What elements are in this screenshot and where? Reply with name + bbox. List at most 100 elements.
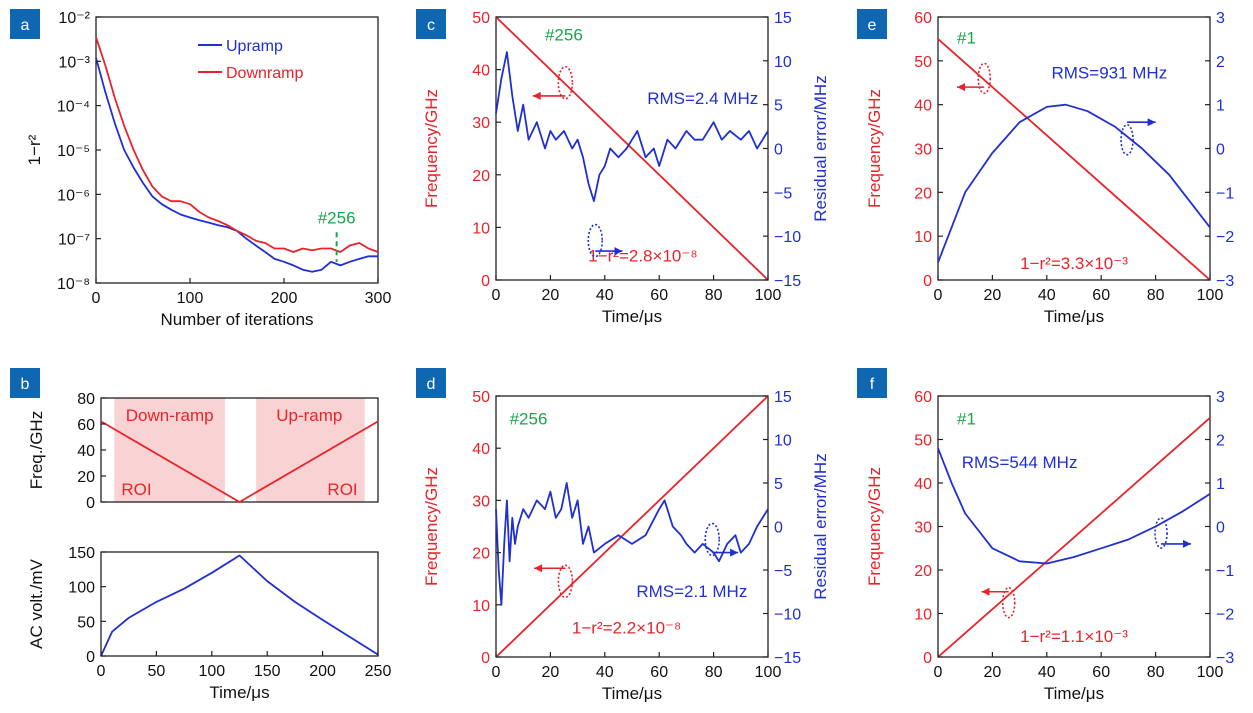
roi-label-down-ramp: Down-ramp: [126, 406, 214, 425]
x-tick-label: 60: [650, 287, 668, 304]
y-tick-label: 20: [472, 168, 490, 185]
roi-region: [256, 398, 365, 502]
rms-label: RMS=544 MHz: [962, 453, 1078, 472]
x-tick-label: 100: [1197, 287, 1224, 304]
y-tick-label: 30: [472, 115, 490, 132]
x-tick-label: 100: [755, 287, 782, 304]
chart-panel-a: 0 100 200 300 10⁻⁸ 10⁻⁷ 10⁻⁶ 10⁻⁵ 10⁻⁴ 10⁻³ 10⁻² Nu…: [10, 9, 391, 329]
x-axis-label: Time/μs: [602, 684, 662, 703]
rms-label: RMS=2.4 MHz: [647, 89, 758, 108]
y-right-tick-label: −15: [774, 650, 801, 667]
panel-badge: a: [10, 9, 40, 39]
axis-indicator-arrow-left: [981, 587, 1009, 596]
y-tick-label: 50: [77, 614, 95, 631]
series-line-upramp: [95, 57, 378, 273]
y-right-tick-label: −2: [1216, 607, 1234, 624]
y-right-tick-label: −5: [774, 563, 792, 580]
y-right-tick-label: −10: [774, 607, 801, 624]
y-axis-label: 1−r²: [25, 134, 44, 165]
x-tick-label: 80: [1147, 664, 1165, 681]
y-tick-label: 50: [472, 10, 490, 27]
y-tick-label: 0: [923, 650, 932, 667]
series-line-red: [937, 38, 1211, 281]
x-tick-label: 100: [177, 290, 204, 307]
axis-indicator-ellipse: [557, 564, 574, 599]
x-tick-label: 100: [755, 664, 782, 681]
annotation-iteration: #256: [545, 26, 583, 45]
y-tick-label: 10: [914, 607, 932, 624]
legend: Upramp Downramp: [198, 38, 303, 82]
y-tick-label: 10: [472, 598, 490, 615]
y-right-tick-label: 15: [774, 389, 792, 406]
panel-badge: d: [416, 368, 446, 398]
y-axis-label: Frequency/GHz: [422, 89, 441, 208]
y-right-axis-label: Residual error/MHz: [811, 453, 830, 599]
panel-badge-label: d: [427, 376, 436, 393]
x-tick-label: 40: [1038, 287, 1056, 304]
x-tick-label: 40: [596, 664, 614, 681]
panel-badge-label: b: [21, 376, 30, 393]
series-line-red: [495, 16, 769, 281]
x-tick-label: 0: [92, 290, 101, 307]
panel-badge: f: [857, 368, 887, 398]
axis-indicator-ellipse: [704, 522, 721, 557]
roi-label-right: ROI: [327, 480, 357, 499]
panel-badge-label: e: [868, 17, 877, 34]
roi-label-up-ramp: Up-ramp: [276, 406, 342, 425]
y-right-tick-label: 15: [774, 10, 792, 27]
x-tick-label: 250: [365, 663, 392, 680]
y-tick-label: 80: [77, 391, 95, 408]
y-right-tick-label: −5: [774, 185, 792, 202]
axis-indicator-ellipse: [1001, 586, 1016, 619]
y-tick-label: 20: [77, 469, 95, 486]
x-tick-label: 0: [97, 663, 106, 680]
y-right-tick-label: 3: [1216, 389, 1225, 406]
y-tick-label: 40: [472, 441, 490, 458]
roi-label-left: ROI: [121, 480, 151, 499]
x-tick-label: 200: [271, 290, 298, 307]
panel-badge: e: [857, 9, 887, 39]
y-axis-label: Freq./GHz: [27, 411, 46, 489]
y-right-tick-label: −3: [1216, 650, 1234, 667]
y-tick-label: 10⁻⁶: [57, 187, 90, 204]
annotation-iteration: #256: [510, 410, 548, 429]
y-tick-label: 50: [914, 54, 932, 71]
y-right-tick-label: 0: [774, 520, 783, 537]
y-right-tick-label: 2: [1216, 54, 1225, 71]
y-right-tick-label: 5: [774, 98, 783, 115]
axis-indicator-arrow-left: [534, 564, 566, 573]
x-tick-label: 20: [984, 664, 1002, 681]
annotation-iteration: #1: [957, 409, 976, 428]
series-line-blue: [495, 51, 769, 203]
x-tick-label: 0: [934, 664, 943, 681]
rms-label: RMS=931 MHz: [1051, 63, 1167, 82]
axis-indicator-ellipse: [1120, 123, 1134, 156]
panel-badge: b: [10, 368, 40, 398]
y-right-tick-label: 0: [1216, 520, 1225, 537]
x-tick-label: 300: [365, 290, 392, 307]
x-tick-label: 0: [492, 287, 501, 304]
y-right-tick-label: −2: [1216, 229, 1234, 246]
y-tick-label: 150: [68, 545, 95, 562]
annotation-iteration: #1: [957, 28, 976, 47]
plot-frame: [937, 16, 1211, 281]
y-tick-label: 20: [914, 563, 932, 580]
x-tick-label: 200: [309, 663, 336, 680]
y-right-tick-label: 5: [774, 476, 783, 493]
axis-indicator-ellipse: [587, 223, 604, 258]
y-tick-label: 60: [914, 389, 932, 406]
y-right-tick-label: −3: [1216, 273, 1234, 290]
panel-badge: c: [416, 9, 446, 39]
y-right-tick-label: 0: [774, 142, 783, 159]
x-axis-label: Time/μs: [1044, 684, 1104, 703]
chart-panel-b2: 0 50 100 150 200 250 0 50 100 150 Time/μs AC volt./…: [27, 545, 391, 702]
y-tick-label: 10: [472, 220, 490, 237]
y-tick-label: 30: [914, 520, 932, 537]
series-line-blue: [937, 103, 1211, 263]
y-tick-label: 0: [86, 649, 95, 666]
x-tick-label: 20: [984, 287, 1002, 304]
y-tick-label: 0: [481, 650, 490, 667]
